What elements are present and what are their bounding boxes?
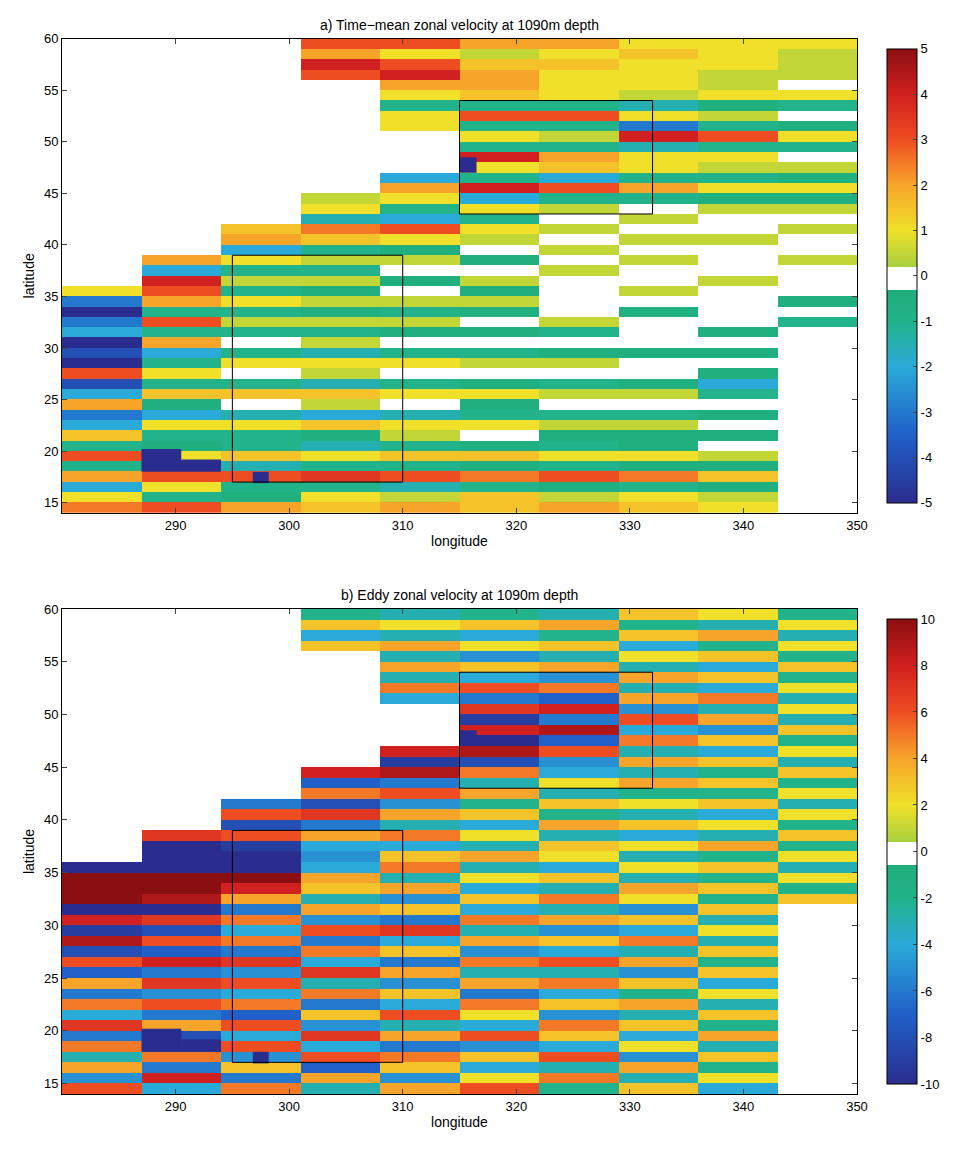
svg-text:310: 310	[392, 518, 414, 533]
svg-text:0: 0	[921, 268, 928, 283]
svg-text:30: 30	[44, 341, 58, 356]
svg-text:-4: -4	[921, 937, 933, 952]
svg-text:-8: -8	[921, 1030, 933, 1045]
svg-text:longitude: longitude	[431, 533, 488, 549]
svg-text:latitude: latitude	[21, 253, 37, 298]
svg-text:40: 40	[44, 812, 58, 827]
svg-text:3: 3	[921, 132, 928, 147]
svg-text:55: 55	[44, 83, 58, 98]
svg-text:40: 40	[44, 237, 58, 252]
svg-text:350: 350	[846, 1099, 868, 1114]
svg-text:15: 15	[44, 495, 58, 510]
svg-text:340: 340	[733, 518, 755, 533]
svg-text:35: 35	[44, 289, 58, 304]
svg-text:latitude: latitude	[21, 829, 37, 874]
svg-text:-6: -6	[921, 984, 933, 999]
svg-text:310: 310	[392, 1099, 414, 1114]
svg-text:1: 1	[921, 223, 928, 238]
svg-text:330: 330	[619, 1099, 641, 1114]
svg-text:10: 10	[921, 612, 935, 627]
svg-text:25: 25	[44, 392, 58, 407]
svg-text:60: 60	[44, 31, 58, 46]
svg-text:longitude: longitude	[431, 1114, 488, 1130]
svg-text:15: 15	[44, 1076, 58, 1091]
svg-text:a) Time−mean zonal velocity at: a) Time−mean zonal velocity at 1090m dep…	[320, 17, 599, 33]
svg-text:45: 45	[44, 760, 58, 775]
svg-text:-4: -4	[921, 450, 933, 465]
svg-text:50: 50	[44, 134, 58, 149]
svg-text:6: 6	[921, 705, 928, 720]
svg-text:340: 340	[733, 1099, 755, 1114]
svg-text:290: 290	[165, 518, 187, 533]
svg-text:b) Eddy zonal velocity at 1090: b) Eddy zonal velocity at 1090m depth	[341, 587, 578, 603]
svg-text:320: 320	[505, 1099, 527, 1114]
svg-text:320: 320	[505, 518, 527, 533]
svg-text:-2: -2	[921, 359, 933, 374]
svg-text:4: 4	[921, 87, 928, 102]
svg-text:30: 30	[44, 918, 58, 933]
svg-text:4: 4	[921, 751, 928, 766]
svg-text:-3: -3	[921, 405, 933, 420]
svg-text:45: 45	[44, 186, 58, 201]
svg-text:35: 35	[44, 865, 58, 880]
svg-text:50: 50	[44, 707, 58, 722]
svg-text:-10: -10	[921, 1077, 940, 1092]
svg-text:55: 55	[44, 654, 58, 669]
svg-text:-5: -5	[921, 495, 933, 510]
svg-text:20: 20	[44, 444, 58, 459]
svg-text:350: 350	[846, 518, 868, 533]
svg-text:5: 5	[921, 41, 928, 56]
svg-text:0: 0	[921, 844, 928, 859]
svg-text:330: 330	[619, 518, 641, 533]
svg-text:2: 2	[921, 178, 928, 193]
svg-text:-1: -1	[921, 314, 933, 329]
svg-text:25: 25	[44, 971, 58, 986]
svg-text:290: 290	[165, 1099, 187, 1114]
svg-text:8: 8	[921, 658, 928, 673]
svg-text:-2: -2	[921, 891, 933, 906]
svg-text:20: 20	[44, 1023, 58, 1038]
svg-text:2: 2	[921, 798, 928, 813]
svg-text:60: 60	[44, 602, 58, 617]
svg-text:300: 300	[278, 518, 300, 533]
svg-text:300: 300	[278, 1099, 300, 1114]
